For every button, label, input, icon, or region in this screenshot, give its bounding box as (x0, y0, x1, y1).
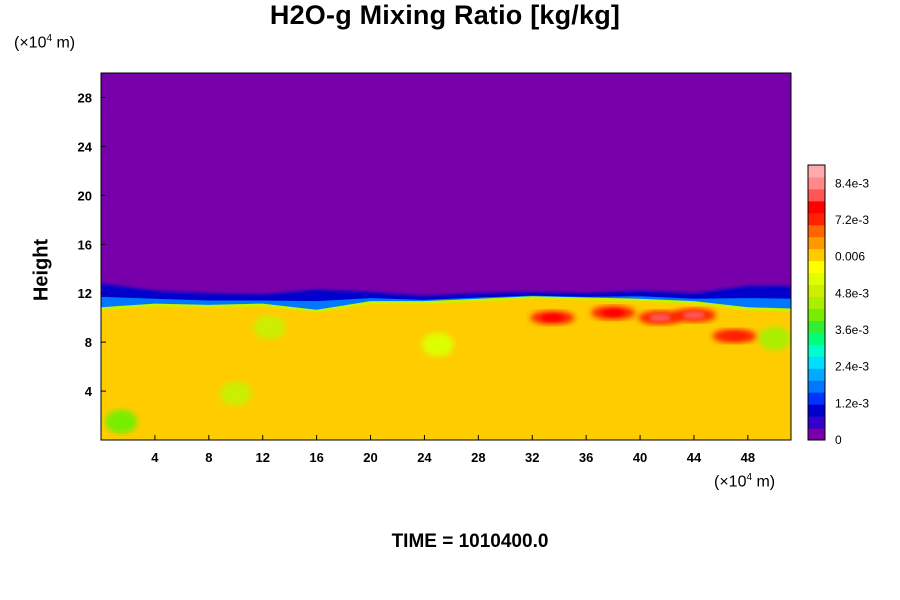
y-tick-label: 4 (85, 384, 93, 399)
x-tick-label: 36 (579, 450, 593, 465)
moist-patch (723, 332, 746, 341)
colorbar-tick-label: 1.2e-3 (835, 396, 869, 410)
colorbar-tick-label: 2.4e-3 (835, 360, 869, 374)
colorbar-frame (807, 164, 826, 441)
y-axis: 4 8 12 16 20 24 28 (78, 90, 106, 399)
y-tick-label: 12 (78, 286, 92, 301)
y-tick-label: 24 (78, 139, 93, 154)
y-tick-label: 8 (85, 335, 92, 350)
x-tick-label: 40 (633, 450, 647, 465)
colorbar-swatch (808, 356, 825, 369)
drier-patch (219, 381, 252, 406)
x-tick-label: 32 (525, 450, 539, 465)
colorbar-swatch (808, 308, 825, 321)
colorbar-tick-label: 8.4e-3 (835, 176, 869, 190)
colorbar-swatch (808, 428, 825, 441)
colorbar-swatch (808, 212, 825, 226)
moist-patch (649, 313, 672, 322)
x-tick-label: 8 (205, 450, 212, 465)
colorbar-tick-label: 3.6e-3 (835, 323, 869, 337)
y-tick-label: 16 (78, 237, 92, 252)
time-annotation: TIME = 1010400.0 (391, 531, 549, 552)
colorbar-tick-label: 4.8e-3 (835, 286, 869, 300)
x-tick-label: 44 (687, 450, 702, 465)
colorbar-swatch (808, 392, 825, 405)
drier-patch (421, 332, 454, 357)
colorbar-swatch (808, 272, 825, 286)
colorbar-swatch (808, 284, 825, 298)
colorbar-tick-label: 7.2e-3 (835, 213, 869, 227)
colorbar-tick-label: 0 (835, 433, 842, 447)
x-axis-unit: (×104 m) (714, 472, 776, 491)
drier-patch (105, 409, 138, 434)
plot-frame (100, 72, 792, 441)
drier-patch (758, 326, 791, 351)
colorbar-swatch (808, 404, 825, 417)
x-axis: 4 8 12 16 20 24 28 32 36 40 44 48 (151, 435, 755, 465)
colorbar-swatch (808, 296, 825, 309)
moist-patch (682, 311, 705, 320)
y-tick-label: 20 (78, 188, 92, 203)
colorbar-swatch (808, 320, 825, 333)
drier-patch (253, 315, 286, 340)
colorbar-swatch (808, 224, 825, 238)
colorbar-swatch (808, 188, 825, 202)
x-tick-label: 48 (741, 450, 755, 465)
colorbar-swatch (808, 260, 825, 274)
colorbar-swatch (808, 368, 825, 381)
colorbar-swatch (808, 416, 825, 429)
colorbar-swatch (808, 332, 825, 345)
y-axis-unit: (×104 m) (14, 33, 76, 52)
x-tick-label: 4 (151, 450, 159, 465)
moist-patch (541, 313, 564, 322)
colorbar-swatch (808, 236, 825, 250)
heatmap-field (101, 73, 791, 440)
colorbar-swatch (808, 344, 825, 357)
x-tick-label: 24 (417, 450, 432, 465)
moist-patch (602, 308, 625, 317)
x-tick-label: 16 (309, 450, 323, 465)
colorbar: 0 1.2e-3 2.4e-3 3.6e-3 4.8e-3 0.006 7.2e-3 8.4e… (807, 164, 869, 447)
colorbar-tick-label: 0.006 (835, 250, 865, 264)
colorbar-swatch (808, 176, 825, 190)
y-tick-label: 28 (78, 90, 92, 105)
x-tick-label: 20 (363, 450, 377, 465)
x-tick-label: 12 (255, 450, 269, 465)
colorbar-swatch (808, 248, 825, 262)
chart-title: H2O-g Mixing Ratio [kg/kg] (269, 0, 621, 30)
colorbar-swatch (808, 380, 825, 393)
x-tick-label: 28 (471, 450, 485, 465)
colorbar-swatch (808, 165, 825, 178)
colorbar-swatch (808, 200, 825, 214)
